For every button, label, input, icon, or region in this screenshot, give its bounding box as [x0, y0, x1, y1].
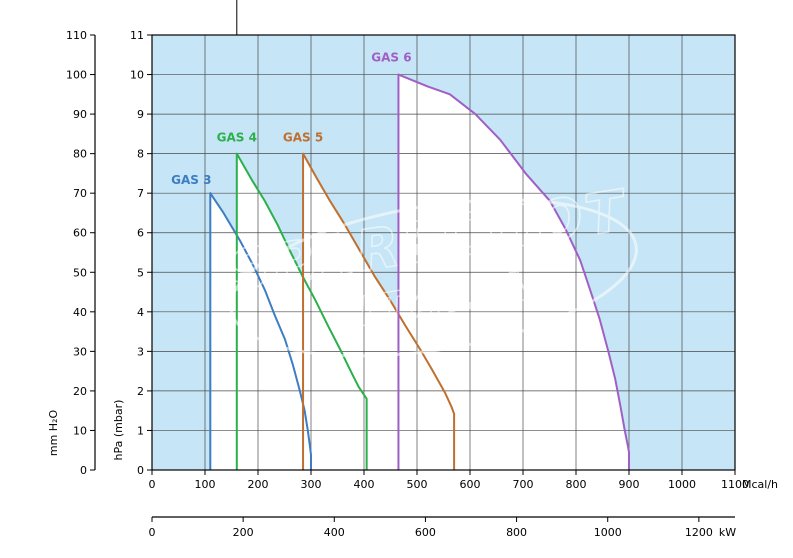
x-tick-label: 900	[619, 478, 640, 491]
y2-tick-label: 40	[73, 306, 87, 319]
y-tick-label: 3	[137, 345, 144, 358]
y2-axis-title: mm H₂O	[47, 410, 60, 457]
label-gas-3: GAS 3	[171, 173, 211, 187]
y-tick-label: 4	[137, 306, 144, 319]
x-tick-label: 400	[354, 478, 375, 491]
curve-gas-4	[235, 152, 368, 470]
x-tick-label: 200	[248, 478, 269, 491]
y2-tick-label: 10	[73, 424, 87, 437]
y2-tick-label: 80	[73, 148, 87, 161]
y-tick-label: 10	[130, 69, 144, 82]
x-tick-label: 300	[301, 478, 322, 491]
x-tick-label: 1000	[668, 478, 696, 491]
x-tick-label: 100	[195, 478, 216, 491]
kw-tick-label: 1000	[594, 526, 622, 539]
x-tick-label: 700	[513, 478, 534, 491]
kw-tick-label: 800	[506, 526, 527, 539]
y-tick-label: 0	[137, 464, 144, 477]
series-labels: GAS 3 GAS 4 GAS 5 GAS 6	[171, 51, 411, 188]
y2-tick-label: 100	[66, 69, 87, 82]
y2-tick-label: 0	[80, 464, 87, 477]
y-tick-label: 2	[137, 385, 144, 398]
y-tick-label: 6	[137, 227, 144, 240]
y-tick-label: 8	[137, 148, 144, 161]
y2-tick-label: 50	[73, 266, 87, 279]
x-tick-label: 800	[566, 478, 587, 491]
x-tick-label: 0	[149, 478, 156, 491]
curve-gas-6	[397, 73, 630, 470]
x-tick-label: 600	[460, 478, 481, 491]
y-tick-label: 1	[137, 424, 144, 437]
x-tick-label: 1100	[721, 478, 749, 491]
kw-tick-label: 600	[415, 526, 436, 539]
x-tick-label: 500	[407, 478, 428, 491]
y2-tick-label: 110	[66, 29, 87, 42]
x-axis-mcalh: 0 100 200 300 400 500 600 700 800 900 1000 1100Mcal…	[149, 470, 778, 491]
y-axis-hpa: 0 1 2 3 4 5 6 7 8 9 10 11 hPa (mbar)	[112, 29, 152, 477]
y2-tick-label: 60	[73, 227, 87, 240]
y2-tick-label: 90	[73, 108, 87, 121]
plot-border	[151, 34, 736, 471]
kw-tick-label: 200	[233, 526, 254, 539]
y-tick-label: 5	[137, 266, 144, 279]
curve-gas-3	[209, 192, 312, 470]
kw-tick-label: 0	[149, 526, 156, 539]
x-axis-title: Mcal/h	[742, 478, 778, 491]
y-axis-mmh2o: 0 10 20 30 40 50 60 70 80 90 100 110 mm H₂O	[47, 29, 96, 477]
y-tick-label: 9	[137, 108, 144, 121]
kw-axis-title: kW	[719, 526, 736, 539]
y2-tick-label: 30	[73, 345, 87, 358]
label-gas-4: GAS 4	[217, 131, 257, 145]
curve-gas-5	[302, 152, 456, 470]
y-tick-label: 11	[130, 29, 144, 42]
y2-tick-label: 70	[73, 187, 87, 200]
kw-tick-label: 1200	[685, 526, 713, 539]
y-axis-title: hPa (mbar)	[112, 400, 125, 461]
series-curves	[209, 73, 630, 470]
label-gas-6: GAS 6	[371, 51, 411, 65]
y2-tick-label: 20	[73, 385, 87, 398]
kw-tick-label: 400	[324, 526, 345, 539]
label-gas-5: GAS 5	[283, 131, 323, 145]
y-tick-label: 7	[137, 187, 144, 200]
x-axis-kw: 0 200 400 600 800 1000 1200 kW	[149, 516, 736, 539]
